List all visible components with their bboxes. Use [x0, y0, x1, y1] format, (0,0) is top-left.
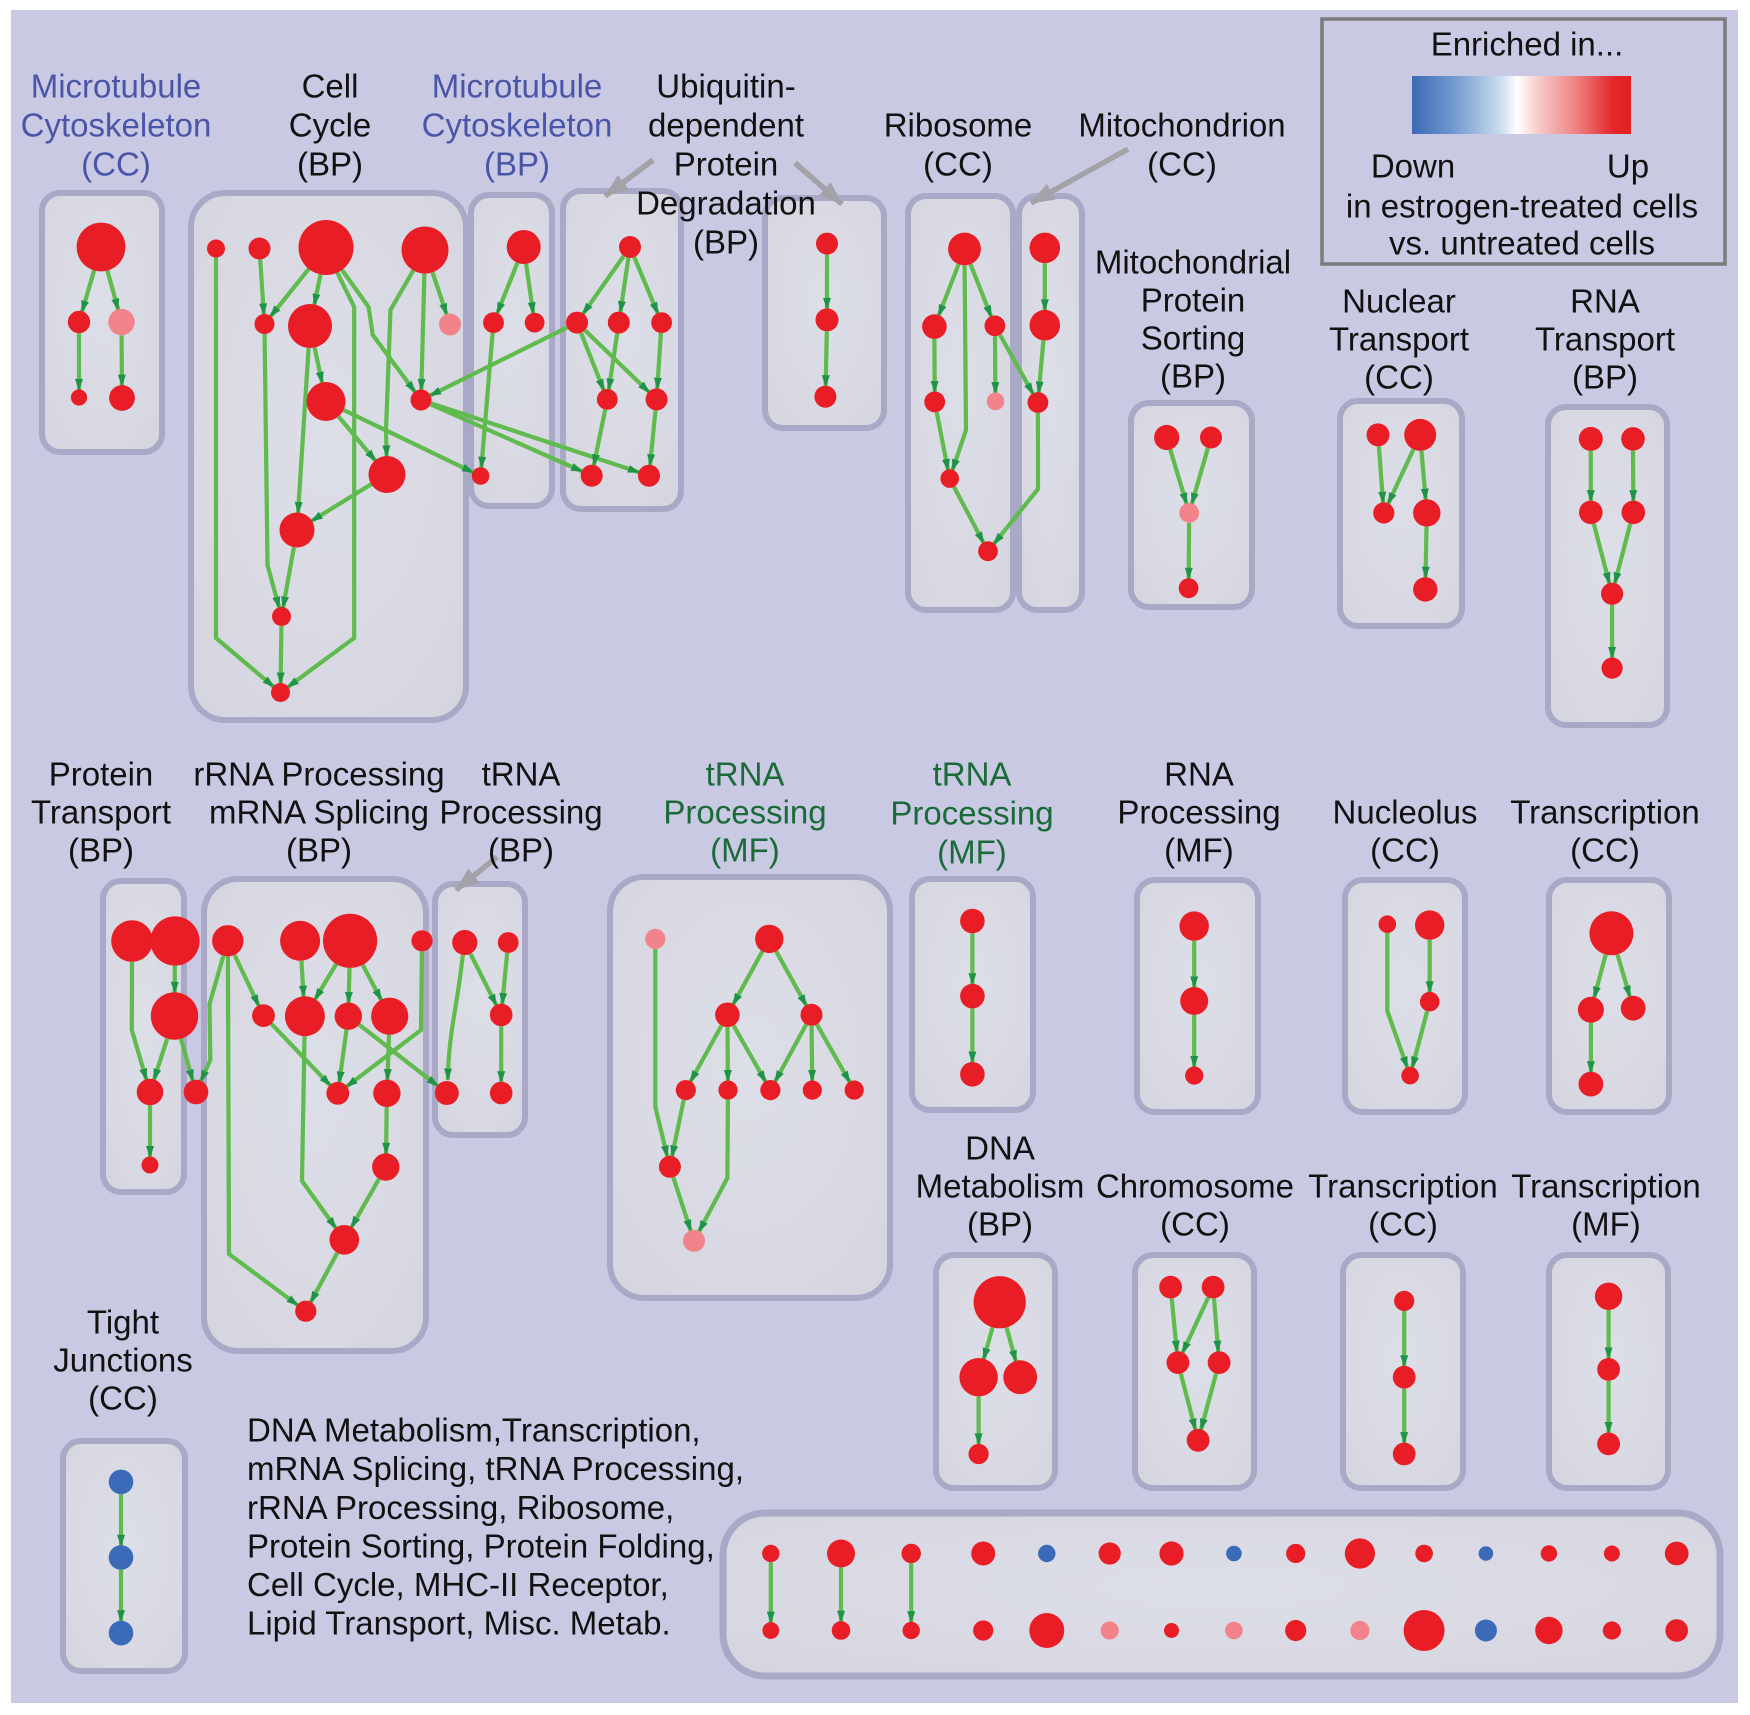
- svg-text:Cycle: Cycle: [289, 107, 372, 144]
- svg-text:(BP): (BP): [1572, 359, 1638, 396]
- svg-text:Cytoskeleton: Cytoskeleton: [21, 107, 212, 144]
- svg-text:(BP): (BP): [488, 832, 554, 869]
- svg-text:Transcription: Transcription: [1511, 1168, 1701, 1205]
- svg-text:Mitochondrion: Mitochondrion: [1078, 107, 1285, 144]
- svg-text:(CC): (CC): [81, 146, 151, 183]
- svg-text:Protein Sorting, Protein Foldi: Protein Sorting, Protein Folding,: [247, 1527, 715, 1564]
- svg-text:Down: Down: [1371, 148, 1455, 185]
- svg-text:Ribosome: Ribosome: [884, 107, 1033, 144]
- svg-text:Cell Cycle, MHC-II Receptor,: Cell Cycle, MHC-II Receptor,: [247, 1566, 669, 1603]
- svg-text:(CC): (CC): [1368, 1206, 1438, 1243]
- svg-text:DNA Metabolism,Transcription,: DNA Metabolism,Transcription,: [247, 1412, 701, 1449]
- svg-text:(MF): (MF): [1164, 832, 1234, 869]
- svg-text:Cytoskeleton: Cytoskeleton: [422, 107, 613, 144]
- svg-text:in estrogen-treated cells: in estrogen-treated cells: [1346, 188, 1698, 225]
- svg-text:Metabolism: Metabolism: [916, 1168, 1085, 1205]
- svg-text:Enriched in...: Enriched in...: [1431, 26, 1624, 63]
- svg-text:Junctions: Junctions: [53, 1342, 192, 1379]
- svg-text:tRNA: tRNA: [933, 756, 1012, 793]
- svg-text:Microtubule: Microtubule: [432, 68, 603, 105]
- svg-text:Transport: Transport: [1535, 321, 1675, 358]
- svg-text:(MF): (MF): [710, 832, 780, 869]
- svg-text:Protein: Protein: [674, 146, 779, 183]
- svg-text:mRNA Splicing, tRNA Processing: mRNA Splicing, tRNA Processing,: [247, 1450, 744, 1487]
- svg-text:tRNA: tRNA: [482, 756, 561, 793]
- svg-text:Protein: Protein: [1141, 282, 1246, 319]
- svg-text:Microtubule: Microtubule: [31, 68, 202, 105]
- svg-text:vs. untreated cells: vs. untreated cells: [1389, 225, 1655, 262]
- svg-text:Cell: Cell: [302, 68, 359, 105]
- svg-text:(CC): (CC): [88, 1380, 158, 1417]
- svg-text:Degradation: Degradation: [636, 185, 816, 222]
- svg-text:mRNA Splicing: mRNA Splicing: [209, 794, 429, 831]
- svg-text:(BP): (BP): [68, 832, 134, 869]
- svg-text:Lipid Transport, Misc. Metab.: Lipid Transport, Misc. Metab.: [247, 1605, 671, 1642]
- svg-text:(CC): (CC): [1370, 832, 1440, 869]
- svg-text:Protein: Protein: [49, 756, 154, 793]
- svg-text:(MF): (MF): [1571, 1206, 1641, 1243]
- svg-text:Nuclear: Nuclear: [1342, 283, 1456, 320]
- svg-text:Transport: Transport: [1329, 321, 1469, 358]
- svg-text:Nucleolus: Nucleolus: [1333, 794, 1478, 831]
- svg-text:Processing: Processing: [1117, 794, 1280, 831]
- svg-text:Transcription: Transcription: [1510, 794, 1700, 831]
- svg-text:(CC): (CC): [1570, 832, 1640, 869]
- svg-text:(BP): (BP): [484, 146, 550, 183]
- svg-text:Chromosome: Chromosome: [1096, 1168, 1294, 1205]
- svg-text:Processing: Processing: [439, 794, 602, 831]
- svg-text:(CC): (CC): [1147, 146, 1217, 183]
- svg-text:(BP): (BP): [967, 1206, 1033, 1243]
- svg-text:Transport: Transport: [31, 794, 171, 831]
- svg-text:(BP): (BP): [693, 224, 759, 261]
- svg-text:(CC): (CC): [1160, 1206, 1230, 1243]
- svg-text:(BP): (BP): [1160, 358, 1226, 395]
- svg-text:(CC): (CC): [1364, 359, 1434, 396]
- svg-text:DNA: DNA: [965, 1130, 1035, 1167]
- svg-text:Processing: Processing: [890, 795, 1053, 832]
- svg-text:RNA: RNA: [1570, 283, 1640, 320]
- svg-text:(MF): (MF): [937, 834, 1007, 871]
- svg-text:(BP): (BP): [297, 146, 363, 183]
- svg-text:rRNA Processing, Ribosome,: rRNA Processing, Ribosome,: [247, 1489, 674, 1526]
- svg-text:Mitochondrial: Mitochondrial: [1095, 244, 1291, 281]
- svg-text:Processing: Processing: [663, 794, 826, 831]
- svg-text:(CC): (CC): [923, 146, 993, 183]
- svg-text:rRNA Processing: rRNA Processing: [193, 756, 444, 793]
- svg-text:Transcription: Transcription: [1308, 1168, 1498, 1205]
- svg-text:Ubiquitin-: Ubiquitin-: [656, 68, 795, 105]
- svg-text:Sorting: Sorting: [1141, 320, 1246, 357]
- svg-text:Tight: Tight: [87, 1304, 159, 1341]
- svg-text:RNA: RNA: [1164, 756, 1234, 793]
- svg-text:dependent: dependent: [648, 107, 804, 144]
- svg-text:(BP): (BP): [286, 832, 352, 869]
- svg-text:Up: Up: [1607, 148, 1649, 185]
- svg-text:tRNA: tRNA: [706, 756, 785, 793]
